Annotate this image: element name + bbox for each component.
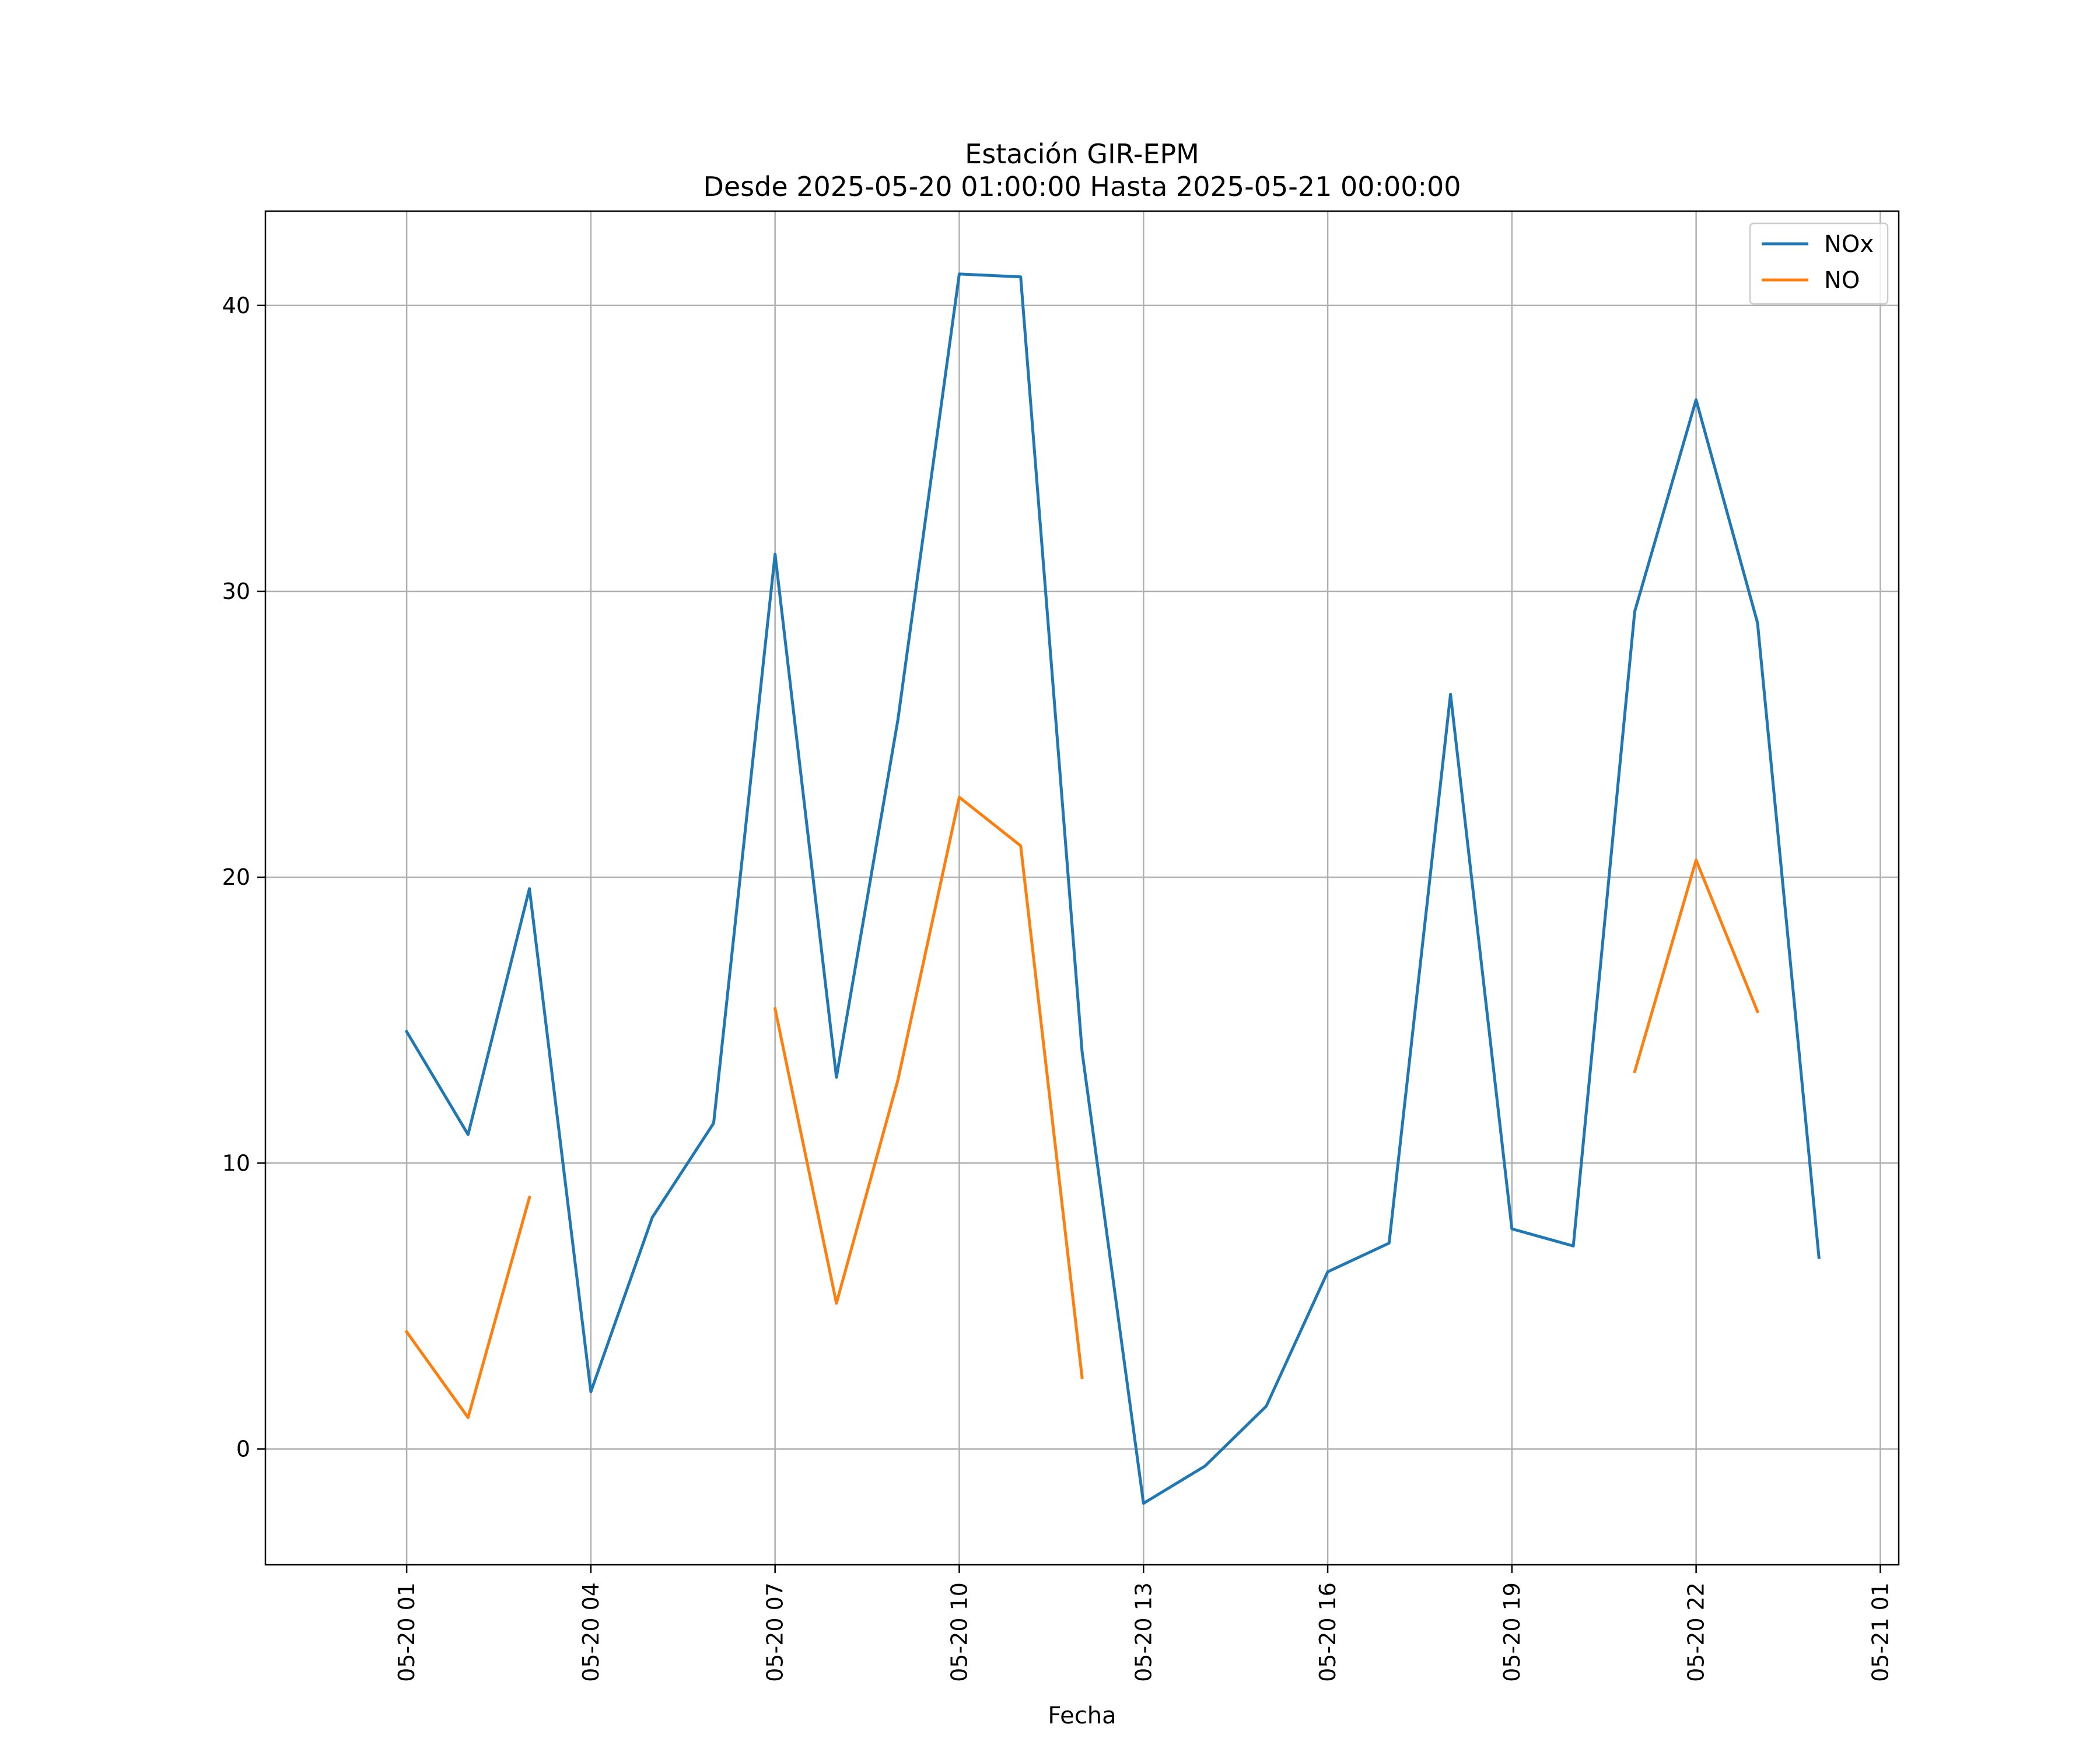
x-axis-label: Fecha <box>1048 1702 1116 1729</box>
series-line-no <box>775 797 1082 1378</box>
x-tick-label: 05-20 13 <box>1130 1582 1156 1682</box>
x-tick-label: 05-20 10 <box>946 1582 972 1682</box>
x-tick-label: 05-20 16 <box>1315 1582 1340 1682</box>
y-tick-label: 40 <box>222 293 250 318</box>
x-tick-label: 05-20 07 <box>762 1582 788 1682</box>
x-tick-label: 05-20 19 <box>1499 1582 1525 1682</box>
y-tick-label: 0 <box>236 1436 250 1462</box>
x-tick-label: 05-20 01 <box>394 1582 419 1682</box>
y-tick-label: 10 <box>222 1150 250 1176</box>
chart-subtitle: Desde 2025-05-20 01:00:00 Hasta 2025-05-… <box>703 171 1461 202</box>
grid <box>265 211 1899 1565</box>
x-tick-label: 05-21 01 <box>1867 1582 1893 1682</box>
y-tick-label: 30 <box>222 579 250 604</box>
x-tick-label: 05-20 22 <box>1684 1582 1709 1682</box>
axis-ticks: 05-20 01 05-20 04 05-20 07 05-20 10 05-20 13… <box>222 293 1894 1682</box>
series-line-no <box>407 1197 530 1418</box>
plot-frame <box>265 211 1899 1565</box>
legend-label-no: NO <box>1824 267 1860 294</box>
chart-title: Estación GIR-EPM <box>965 138 1199 170</box>
x-tick-label: 05-20 04 <box>578 1582 604 1682</box>
legend-label-nox: NOx <box>1824 231 1874 258</box>
y-tick-label: 20 <box>222 864 250 890</box>
series-line-nox <box>407 274 1819 1504</box>
series-lines <box>407 274 1819 1504</box>
legend: NOx NO <box>1750 223 1888 304</box>
